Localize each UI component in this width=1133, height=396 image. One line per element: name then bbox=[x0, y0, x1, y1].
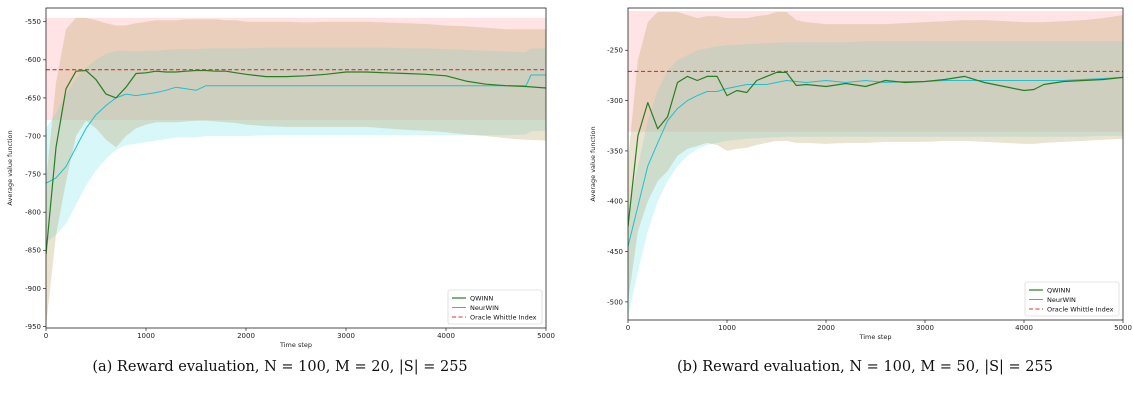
y-tick-label: -350 bbox=[607, 147, 623, 155]
neurwin-line bbox=[46, 74, 546, 184]
chart-b: 0 1000 2000 3000 4000 5000 -250 -300 -350 -400 -45… bbox=[589, 7, 1132, 341]
y-tick-label: -550 bbox=[25, 18, 41, 26]
y-tick-label: -500 bbox=[607, 298, 623, 306]
legend-entry: Oracle Whittle Index bbox=[470, 313, 537, 321]
caption-a: (a) Reward evaluation, N = 100, M = 20, … bbox=[92, 359, 468, 375]
legend-entry: NeurWIN bbox=[470, 304, 499, 312]
x-tick-label: 4000 bbox=[1015, 324, 1033, 332]
y-axis-label: Average value function bbox=[589, 126, 597, 201]
neurwin-band bbox=[628, 41, 1123, 317]
legend-entry: Oracle Whittle Index bbox=[1047, 305, 1114, 313]
y-tick-label: -450 bbox=[607, 248, 623, 256]
y-tick-label: -800 bbox=[25, 209, 41, 217]
x-tick-label: 3000 bbox=[337, 332, 355, 340]
x-axis-label: Time step bbox=[858, 333, 891, 341]
y-tick-label: -700 bbox=[25, 132, 41, 140]
y-tick-label: -950 bbox=[25, 323, 41, 331]
x-tick-label: 0 bbox=[44, 332, 48, 340]
y-tick-label: -250 bbox=[607, 47, 623, 55]
legend-entry: NeurWIN bbox=[1047, 296, 1076, 304]
qwinn-line bbox=[46, 69, 546, 255]
qwinn-band bbox=[628, 12, 1123, 302]
y-tick-label: -600 bbox=[25, 56, 41, 64]
y-tick-label: -900 bbox=[25, 285, 41, 293]
qwinn-line bbox=[628, 71, 1123, 227]
y-axis-label: Average value function bbox=[6, 130, 14, 205]
x-tick-label: 1000 bbox=[137, 332, 155, 340]
y-tick-label: -300 bbox=[607, 97, 623, 105]
x-tick-label: 3000 bbox=[916, 324, 934, 332]
neurwin-band bbox=[46, 47, 546, 243]
legend-box bbox=[1024, 281, 1120, 317]
x-tick-label: 2000 bbox=[237, 332, 255, 340]
y-tick-label: -850 bbox=[25, 247, 41, 255]
legend-entry: QWINN bbox=[1047, 286, 1070, 294]
caption-b: (b) Reward evaluation, N = 100, M = 50, … bbox=[677, 359, 1053, 375]
plot-area bbox=[46, 17, 546, 327]
y-tick-label: -650 bbox=[25, 94, 41, 102]
x-tick-label: 5000 bbox=[537, 332, 555, 340]
oracle-whittle-index-band bbox=[46, 17, 546, 120]
plot-area bbox=[628, 11, 1123, 317]
legend-entry: QWINN bbox=[470, 294, 493, 302]
y-tick-label: -750 bbox=[25, 170, 41, 178]
legend-box bbox=[447, 289, 543, 325]
x-tick-label: 4000 bbox=[437, 332, 455, 340]
neurwin-line bbox=[628, 76, 1123, 247]
x-tick-label: 0 bbox=[626, 324, 630, 332]
x-axis-label: Time step bbox=[279, 341, 312, 349]
x-tick-label: 2000 bbox=[817, 324, 835, 332]
x-tick-label: 1000 bbox=[718, 324, 736, 332]
axes-frame bbox=[45, 7, 547, 329]
axes-frame bbox=[627, 7, 1124, 321]
qwinn-band bbox=[46, 17, 546, 327]
chart-a: 0 1000 2000 3000 4000 5000 -550 -600 -650 -700 -75… bbox=[6, 7, 555, 349]
y-tick-label: -400 bbox=[607, 198, 623, 206]
x-tick-label: 5000 bbox=[1114, 324, 1132, 332]
